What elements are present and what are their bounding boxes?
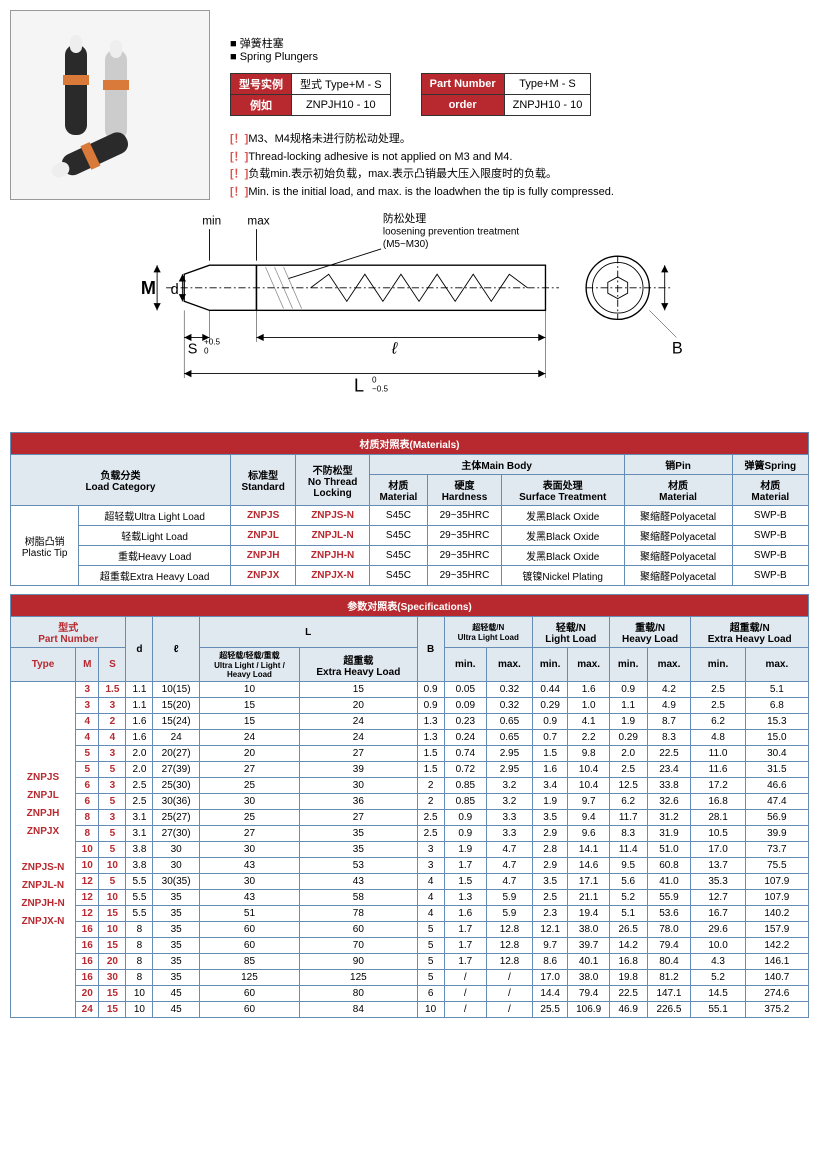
svg-text:min: min <box>202 215 221 228</box>
technical-diagram: min max 防松处理 loosening prevention treatm… <box>10 211 809 422</box>
materials-table: 材质对照表(Materials) 负载分类 Load Category 标准型 … <box>10 432 809 586</box>
svg-text:S: S <box>187 342 197 358</box>
svg-text:(M5~M30): (M5~M30) <box>382 240 428 251</box>
pn-table-left: 型号实例型式 Type+M - S 例如ZNPJH10 - 10 <box>230 73 391 116</box>
part-number-tables: 型号实例型式 Type+M - S 例如ZNPJH10 - 10 Part Nu… <box>230 73 809 116</box>
svg-text:防松处理: 防松处理 <box>382 211 425 225</box>
product-photo <box>10 10 210 200</box>
svg-text:−0.5: −0.5 <box>372 385 388 394</box>
svg-text:0: 0 <box>204 347 209 356</box>
title-cn: 弹簧柱塞 <box>230 35 809 51</box>
svg-text:max: max <box>247 215 269 228</box>
svg-text:L: L <box>354 376 364 396</box>
header-info: 弹簧柱塞 Spring Plungers 型号实例型式 Type+M - S 例… <box>230 10 809 201</box>
svg-text:d: d <box>170 282 178 298</box>
svg-text:0: 0 <box>372 376 377 385</box>
specs-table: 参数对照表(Specifications) 型式 Part Number d ℓ… <box>10 594 809 1018</box>
svg-text:ℓ: ℓ <box>390 340 397 358</box>
svg-text:loosening prevention treatment: loosening prevention treatment <box>382 227 518 238</box>
svg-text:B: B <box>671 340 682 358</box>
top-section: 弹簧柱塞 Spring Plungers 型号实例型式 Type+M - S 例… <box>10 10 809 201</box>
svg-text:M: M <box>140 278 155 298</box>
pn-table-right: Part NumberType+M - S orderZNPJH10 - 10 <box>421 73 592 116</box>
notes: [！]M3、M4规格未进行防松动处理。 [！]Thread-locking ad… <box>230 131 809 201</box>
svg-text:+0.5: +0.5 <box>204 338 220 347</box>
title-bullets: 弹簧柱塞 Spring Plungers <box>230 35 809 63</box>
title-en: Spring Plungers <box>230 51 809 63</box>
